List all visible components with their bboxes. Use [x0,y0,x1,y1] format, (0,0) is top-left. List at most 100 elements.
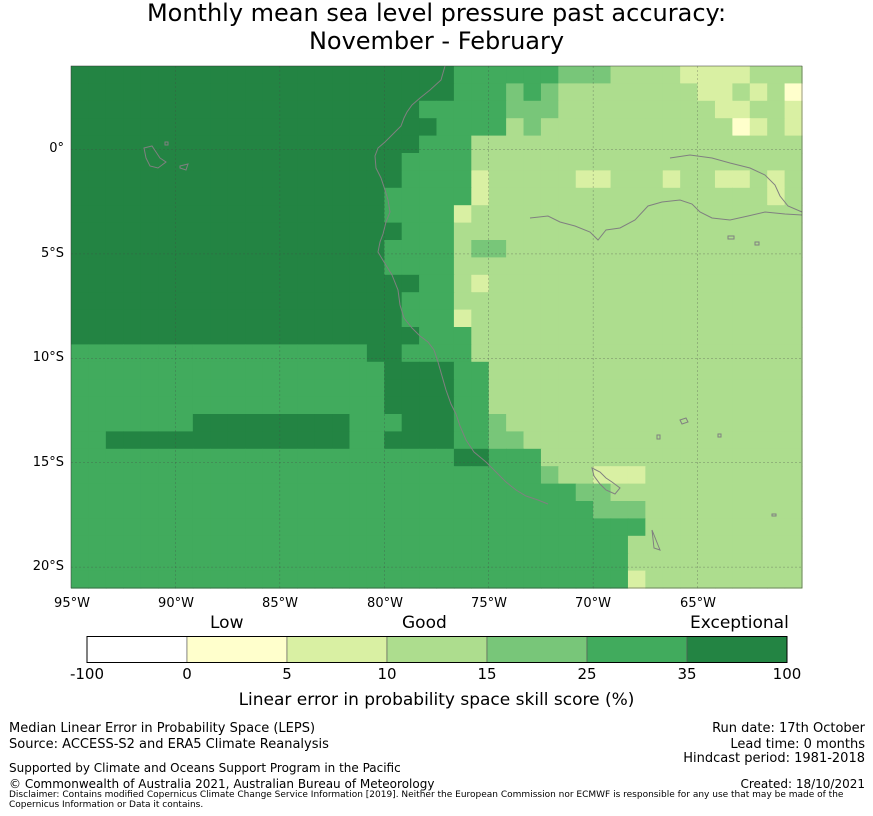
skill-cell [262,379,281,398]
skill-cell [419,100,438,119]
skill-cell [697,309,716,328]
skill-cell [123,483,142,502]
skill-cell [453,309,472,328]
skill-cell [71,483,89,502]
skill-cell [749,483,768,502]
skill-cell [245,501,264,519]
skill-cell [210,222,229,241]
skill-cell [123,153,142,171]
skill-cell [140,570,159,589]
skill-cell [279,483,298,502]
skill-cell [210,153,229,171]
skill-cell [558,483,577,502]
skill-cell [645,257,664,276]
skill-cell [506,240,525,258]
skill-cell [140,501,159,519]
skill-cell [88,553,107,572]
skill-cell [279,100,298,119]
skill-cell [245,518,264,537]
skill-cell [488,466,507,485]
skill-cell [245,240,264,258]
skill-cell [297,66,316,84]
skill-cell [140,535,159,554]
skill-cell [540,100,559,119]
skill-cell [192,83,211,102]
skill-cell [158,170,177,189]
skill-cell [453,292,472,311]
skill-cell [680,292,699,311]
skill-cell [627,135,646,154]
skill-cell [175,327,194,345]
skill-cell [697,257,716,276]
skill-cell [332,170,351,189]
skill-cell [384,170,403,189]
skill-cell [714,327,733,345]
skill-cell [71,240,89,258]
skill-cell [488,66,507,84]
skill-cell [297,257,316,276]
skill-cell [453,466,472,485]
skill-cell [140,466,159,485]
skill-cell [349,379,368,398]
skill-cell [558,361,577,380]
skill-cell [366,222,385,241]
lake-titicaca [591,467,621,495]
skill-cell [645,327,664,345]
skill-cell [662,274,681,293]
skill-cell [471,483,490,502]
skill-cell [332,466,351,485]
skill-cell [262,222,281,241]
skill-cell [349,257,368,276]
skill-cell [314,570,333,589]
colorbar-swatch [486,636,588,663]
skill-cell [88,135,107,154]
skill-cell [349,466,368,485]
skill-cell [210,344,229,363]
skill-cell [610,379,629,398]
skill-cell [262,83,281,102]
skill-cell [401,292,420,311]
skill-cell [697,170,716,189]
skill-cell [140,292,159,311]
skill-cell [749,361,768,380]
skill-cell [697,240,716,258]
skill-cell [297,448,316,467]
skill-cell [245,344,264,363]
skill-cell [192,135,211,154]
skill-cell [297,414,316,432]
skill-cell [384,483,403,502]
skill-cell [366,553,385,572]
skill-cell [627,153,646,171]
skill-cell [680,501,699,519]
skill-cell [767,309,786,328]
skill-cell [314,483,333,502]
skill-cell [506,535,525,554]
skill-cell [436,518,455,537]
skill-cell [366,187,385,206]
skill-cell [627,170,646,189]
skill-cell [332,570,351,589]
skill-cell [488,327,507,345]
skill-cell [767,414,786,432]
skill-cell [71,309,89,328]
skill-cell [453,187,472,206]
skill-cell [140,187,159,206]
skill-cell [453,535,472,554]
skill-cell [749,327,768,345]
skill-cell [680,100,699,119]
skill-cell [297,327,316,345]
skill-cell [610,240,629,258]
skill-cell [453,396,472,415]
skill-cell [140,431,159,450]
skill-cell [279,170,298,189]
skill-cell [349,431,368,450]
skill-cell [71,553,89,572]
skill-cell [71,100,89,119]
skill-cell [332,431,351,450]
skill-cell [123,222,142,241]
skill-cell [767,187,786,206]
skill-cell [453,501,472,519]
skill-cell [540,240,559,258]
skill-cell [697,431,716,450]
skill-cell [593,327,612,345]
